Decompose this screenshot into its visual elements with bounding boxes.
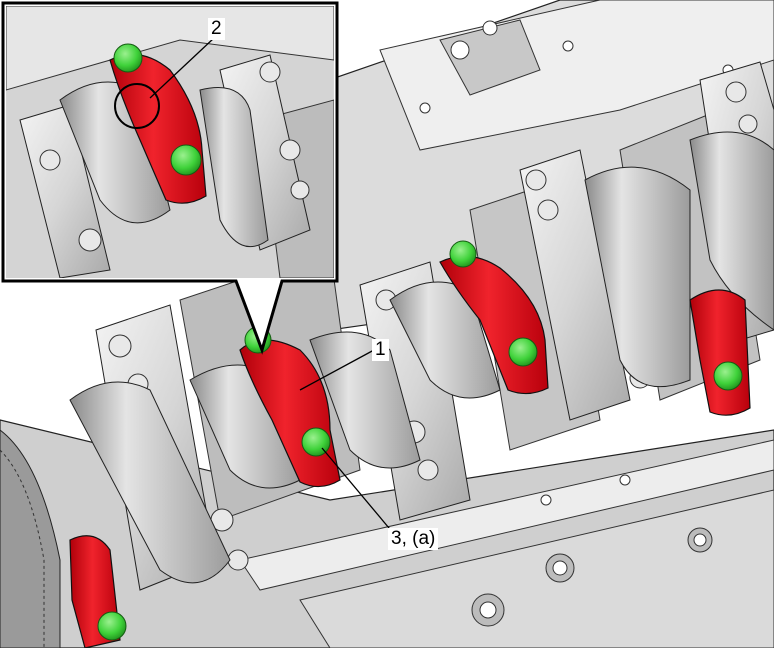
leader-line-2 [149,37,215,99]
leader-line-1 [299,349,375,391]
conrod-bolts [97,240,743,641]
callout-label-2: 2 [208,18,225,40]
detail-highlight-circle [114,83,160,129]
leader-line-3 [321,447,395,535]
crankshaft-webs [0,131,774,648]
leader-lines [149,37,395,535]
bolt-icon [449,240,477,268]
callout-label-3: 3, (a) [388,528,439,550]
callout-label-1: 1 [372,339,389,361]
bolt-icon [508,337,538,367]
bolt-icon [113,43,143,73]
detail-inset [1,1,339,355]
bolt-icon [97,611,127,641]
bolt-icon [713,361,743,391]
bolt-icon [170,144,202,176]
